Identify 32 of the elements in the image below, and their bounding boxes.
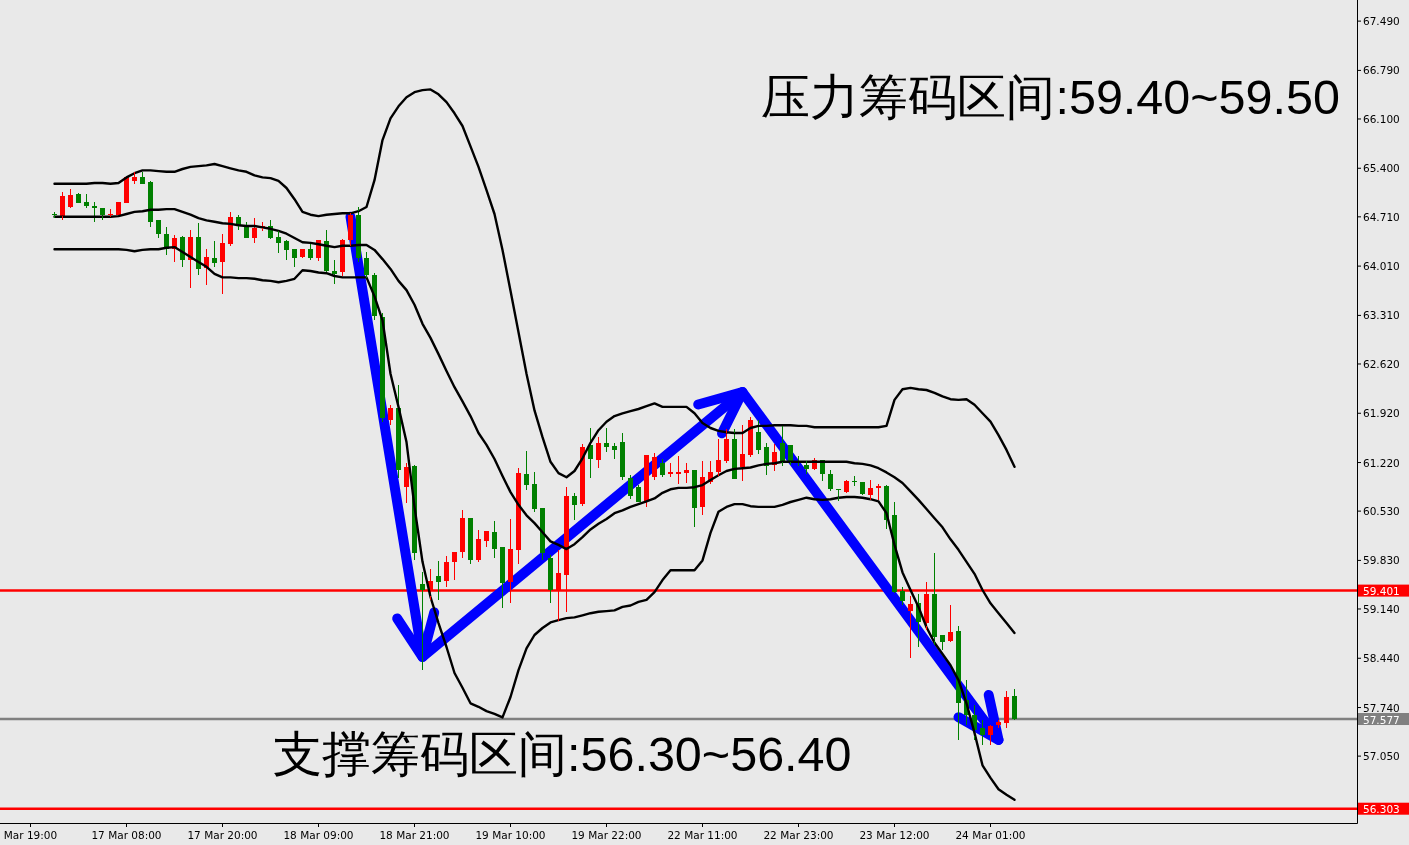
x-tick-label: 18 Mar 21:00 bbox=[379, 829, 450, 841]
y-tick-label: 57.050 bbox=[1363, 750, 1400, 763]
y-tick-label: 66.100 bbox=[1363, 112, 1400, 125]
annotation: 压力筹码区间:59.40~59.50 bbox=[761, 70, 1340, 124]
x-tick-label: 22 Mar 11:00 bbox=[667, 829, 738, 841]
x-tick-label: 17 Mar 08:00 bbox=[91, 829, 162, 841]
ref-line-label: 56.303 bbox=[1363, 803, 1400, 816]
y-tick-label: 59.830 bbox=[1363, 554, 1400, 567]
y-tick-label: 64.710 bbox=[1363, 210, 1400, 223]
y-tick-label: 57.740 bbox=[1363, 701, 1400, 714]
y-tick-label: 65.400 bbox=[1363, 162, 1400, 175]
y-tick-label: 64.010 bbox=[1363, 260, 1400, 273]
x-tick-label: 22 Mar 23:00 bbox=[763, 829, 834, 841]
y-tick-label: 61.920 bbox=[1363, 407, 1400, 420]
y-tick-label: 61.220 bbox=[1363, 456, 1400, 469]
ref-line-label: 59.401 bbox=[1363, 585, 1400, 598]
y-tick-label: 60.530 bbox=[1363, 505, 1400, 518]
x-tick-label: Mar 19:00 bbox=[3, 829, 58, 841]
x-tick-label: 24 Mar 01:00 bbox=[955, 829, 1026, 841]
ref-line-label: 57.577 bbox=[1363, 713, 1400, 726]
y-tick-label: 63.310 bbox=[1363, 309, 1400, 322]
y-tick-label: 66.790 bbox=[1363, 64, 1400, 77]
x-tick-label: 17 Mar 20:00 bbox=[187, 829, 258, 841]
y-tick-label: 58.440 bbox=[1363, 652, 1400, 665]
x-tick-label: 23 Mar 12:00 bbox=[859, 829, 930, 841]
y-tick-label: 62.620 bbox=[1363, 357, 1400, 370]
x-tick-label: 19 Mar 10:00 bbox=[475, 829, 546, 841]
y-tick-label: 67.490 bbox=[1363, 15, 1400, 28]
x-tick-label: 19 Mar 22:00 bbox=[571, 829, 642, 841]
x-tick-label: 18 Mar 09:00 bbox=[283, 829, 354, 841]
annotation: 支撑筹码区间:56.30~56.40 bbox=[273, 727, 852, 781]
y-tick-label: 59.140 bbox=[1363, 602, 1400, 615]
